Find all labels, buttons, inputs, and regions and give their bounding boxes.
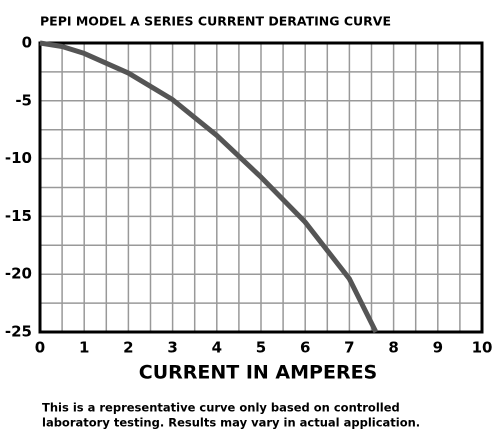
x-tick-label: 0 <box>35 339 45 357</box>
x-tick-label: 3 <box>167 339 177 357</box>
x-tick-label: 6 <box>300 339 310 357</box>
x-tick-label: 1 <box>79 339 89 357</box>
plot-border <box>38 41 484 334</box>
y-tick-label: -20 <box>5 265 32 283</box>
y-tick-label: -10 <box>5 149 32 167</box>
x-tick-label: 7 <box>344 339 354 357</box>
note-line: laboratory testing. Results may vary in … <box>42 416 420 430</box>
chart-title: PEPI MODEL A SERIES CURRENT DERATING CUR… <box>40 14 391 29</box>
x-tick-label: 2 <box>123 339 133 357</box>
x-tick-label: 10 <box>472 339 493 357</box>
x-tick-label: 8 <box>388 339 398 357</box>
y-tick-label: 0 <box>22 34 32 52</box>
x-tick-label: 9 <box>433 339 443 357</box>
x-axis-label: CURRENT IN AMPERES <box>139 362 377 384</box>
y-tick-label: -15 <box>5 207 32 225</box>
y-tick-label: -5 <box>15 91 32 109</box>
x-tick-label: 4 <box>212 339 222 357</box>
curve <box>39 40 379 334</box>
note-line: This is a representative curve only base… <box>42 401 400 415</box>
y-tick-label: -25 <box>5 323 32 341</box>
x-tick-label: 5 <box>256 339 266 357</box>
